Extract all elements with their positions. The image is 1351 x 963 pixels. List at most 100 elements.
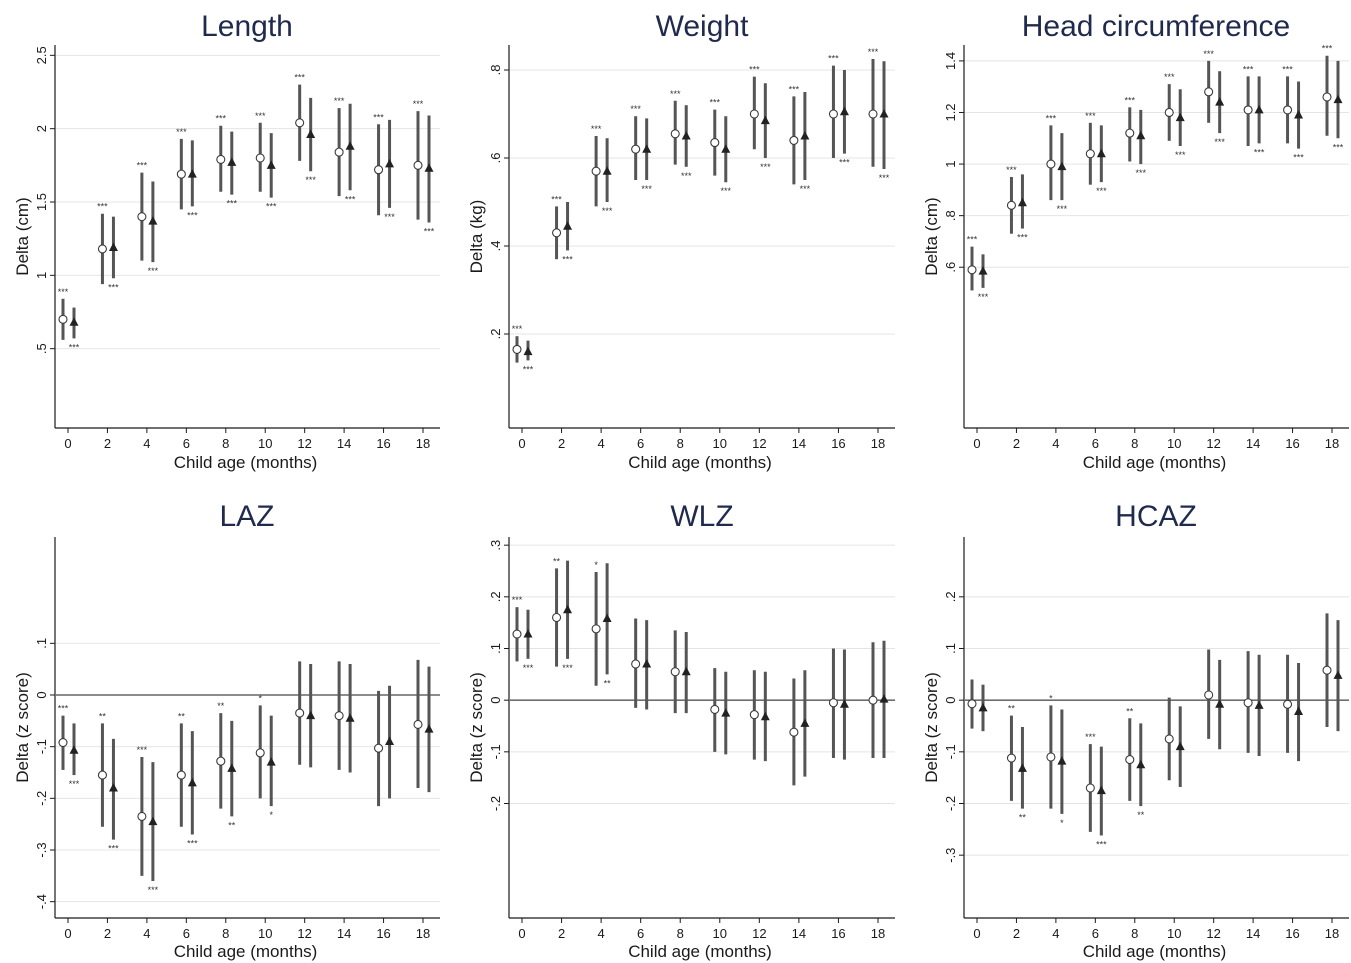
x-tick-label: 4 bbox=[143, 436, 150, 451]
significance-circle: *** bbox=[413, 99, 424, 109]
triangle-point bbox=[1096, 785, 1106, 795]
triangle-point bbox=[760, 711, 770, 721]
x-tick-label: 16 bbox=[376, 436, 390, 451]
significance-circle: *** bbox=[670, 89, 681, 99]
significance-triangle: *** bbox=[562, 254, 573, 264]
significance-circle: *** bbox=[58, 704, 69, 714]
significance-triangle: *** bbox=[523, 663, 534, 673]
significance-triangle: *** bbox=[345, 194, 356, 204]
circle-point bbox=[631, 144, 641, 154]
x-tick-label: 18 bbox=[416, 926, 430, 941]
triangle-point bbox=[1333, 670, 1343, 679]
y-tick-label: -.1 bbox=[34, 739, 49, 754]
significance-triangle: *** bbox=[839, 158, 850, 168]
significance-circle: ** bbox=[1008, 704, 1016, 714]
circle-point bbox=[1125, 128, 1135, 138]
circle-point bbox=[552, 612, 562, 623]
triangle-point bbox=[839, 699, 849, 708]
y-axis-label: Delta (z score) bbox=[13, 672, 32, 783]
circle-point bbox=[295, 118, 305, 128]
y-tick-label: .2 bbox=[488, 591, 503, 602]
x-tick-label: 12 bbox=[752, 926, 766, 941]
x-tick-label: 0 bbox=[64, 436, 71, 451]
chart-title: WLZ bbox=[670, 500, 733, 533]
triangle-point bbox=[385, 158, 395, 168]
x-tick-label: 16 bbox=[831, 926, 845, 941]
circle-point bbox=[374, 743, 384, 753]
significance-circle: ** bbox=[553, 556, 561, 566]
x-axis-label: Child age (months) bbox=[1083, 942, 1227, 961]
triangle-point bbox=[187, 169, 197, 178]
significance-triangle: *** bbox=[108, 282, 119, 292]
significance-circle: *** bbox=[58, 287, 69, 297]
significance-triangle: *** bbox=[305, 175, 316, 185]
triangle-point bbox=[148, 216, 158, 225]
triangle-point bbox=[1254, 700, 1264, 709]
x-tick-label: 14 bbox=[792, 436, 806, 451]
circle-point bbox=[789, 135, 799, 145]
significance-circle: *** bbox=[1203, 49, 1214, 59]
y-tick-label: 1.4 bbox=[943, 52, 958, 70]
significance-triangle: *** bbox=[69, 342, 80, 352]
x-axis-label: Child age (months) bbox=[174, 453, 318, 472]
y-tick-label: .8 bbox=[943, 210, 958, 221]
triangle-point bbox=[800, 131, 810, 140]
circle-point bbox=[1164, 734, 1174, 744]
y-tick-label: .2 bbox=[943, 591, 958, 602]
circle-point bbox=[1243, 105, 1253, 115]
significance-circle: *** bbox=[97, 202, 108, 212]
triangle-point bbox=[1057, 161, 1067, 171]
x-tick-label: 10 bbox=[1167, 926, 1181, 941]
circle-point bbox=[413, 719, 423, 730]
x-tick-label: 18 bbox=[1325, 926, 1339, 941]
triangle-point bbox=[523, 346, 533, 356]
circle-point bbox=[413, 160, 423, 170]
x-tick-label: 4 bbox=[143, 926, 150, 941]
y-tick-label: 0 bbox=[488, 697, 503, 704]
significance-circle: *** bbox=[1164, 72, 1175, 82]
significance-circle: *** bbox=[512, 324, 523, 334]
triangle-point bbox=[523, 629, 533, 638]
circle-point bbox=[1006, 200, 1016, 210]
y-tick-label: -.4 bbox=[34, 894, 49, 909]
x-tick-label: 8 bbox=[222, 436, 229, 451]
y-axis-label: Delta (cm) bbox=[13, 197, 32, 275]
circle-point bbox=[967, 699, 977, 709]
chart-title: Head circumference bbox=[1022, 10, 1290, 43]
x-tick-label: 8 bbox=[1131, 926, 1138, 941]
circle-point bbox=[1322, 665, 1332, 675]
circle-point bbox=[216, 756, 226, 766]
significance-circle: *** bbox=[1282, 64, 1293, 74]
triangle-point bbox=[306, 710, 316, 720]
y-tick-label: .2 bbox=[488, 329, 503, 340]
x-tick-label: 10 bbox=[713, 926, 727, 941]
x-tick-label: 16 bbox=[1285, 926, 1299, 941]
y-tick-label: .1 bbox=[488, 643, 503, 654]
chart-panel-2: .2 .4 .6 .8 0 2 4 6 8 10 12 14 16 18 Weight Child age (… bbox=[467, 10, 895, 472]
significance-triangle: * bbox=[269, 810, 273, 820]
significance-circle: *** bbox=[137, 161, 148, 171]
triangle-point bbox=[108, 783, 118, 792]
significance-triangle: *** bbox=[681, 171, 692, 181]
significance-circle: *** bbox=[176, 127, 187, 137]
significance-circle: *** bbox=[1046, 113, 1057, 123]
significance-circle: ** bbox=[1126, 706, 1134, 716]
x-tick-label: 4 bbox=[597, 926, 604, 941]
triangle-point bbox=[1294, 706, 1304, 716]
x-tick-label: 0 bbox=[973, 926, 980, 941]
circle-point bbox=[631, 659, 641, 669]
y-tick-label: 2.5 bbox=[34, 46, 49, 64]
triangle-point bbox=[800, 718, 810, 727]
x-tick-label: 14 bbox=[1246, 436, 1260, 451]
circle-point bbox=[828, 698, 838, 708]
triangle-point bbox=[69, 317, 79, 326]
significance-triangle: *** bbox=[1175, 150, 1186, 160]
x-tick-label: 4 bbox=[1052, 436, 1059, 451]
circle-point bbox=[255, 153, 265, 163]
x-tick-label: 4 bbox=[1052, 926, 1059, 941]
y-tick-label: 0 bbox=[943, 697, 958, 704]
significance-triangle: *** bbox=[1136, 168, 1147, 178]
triangle-point bbox=[424, 724, 434, 733]
y-tick-label: .4 bbox=[488, 241, 503, 252]
